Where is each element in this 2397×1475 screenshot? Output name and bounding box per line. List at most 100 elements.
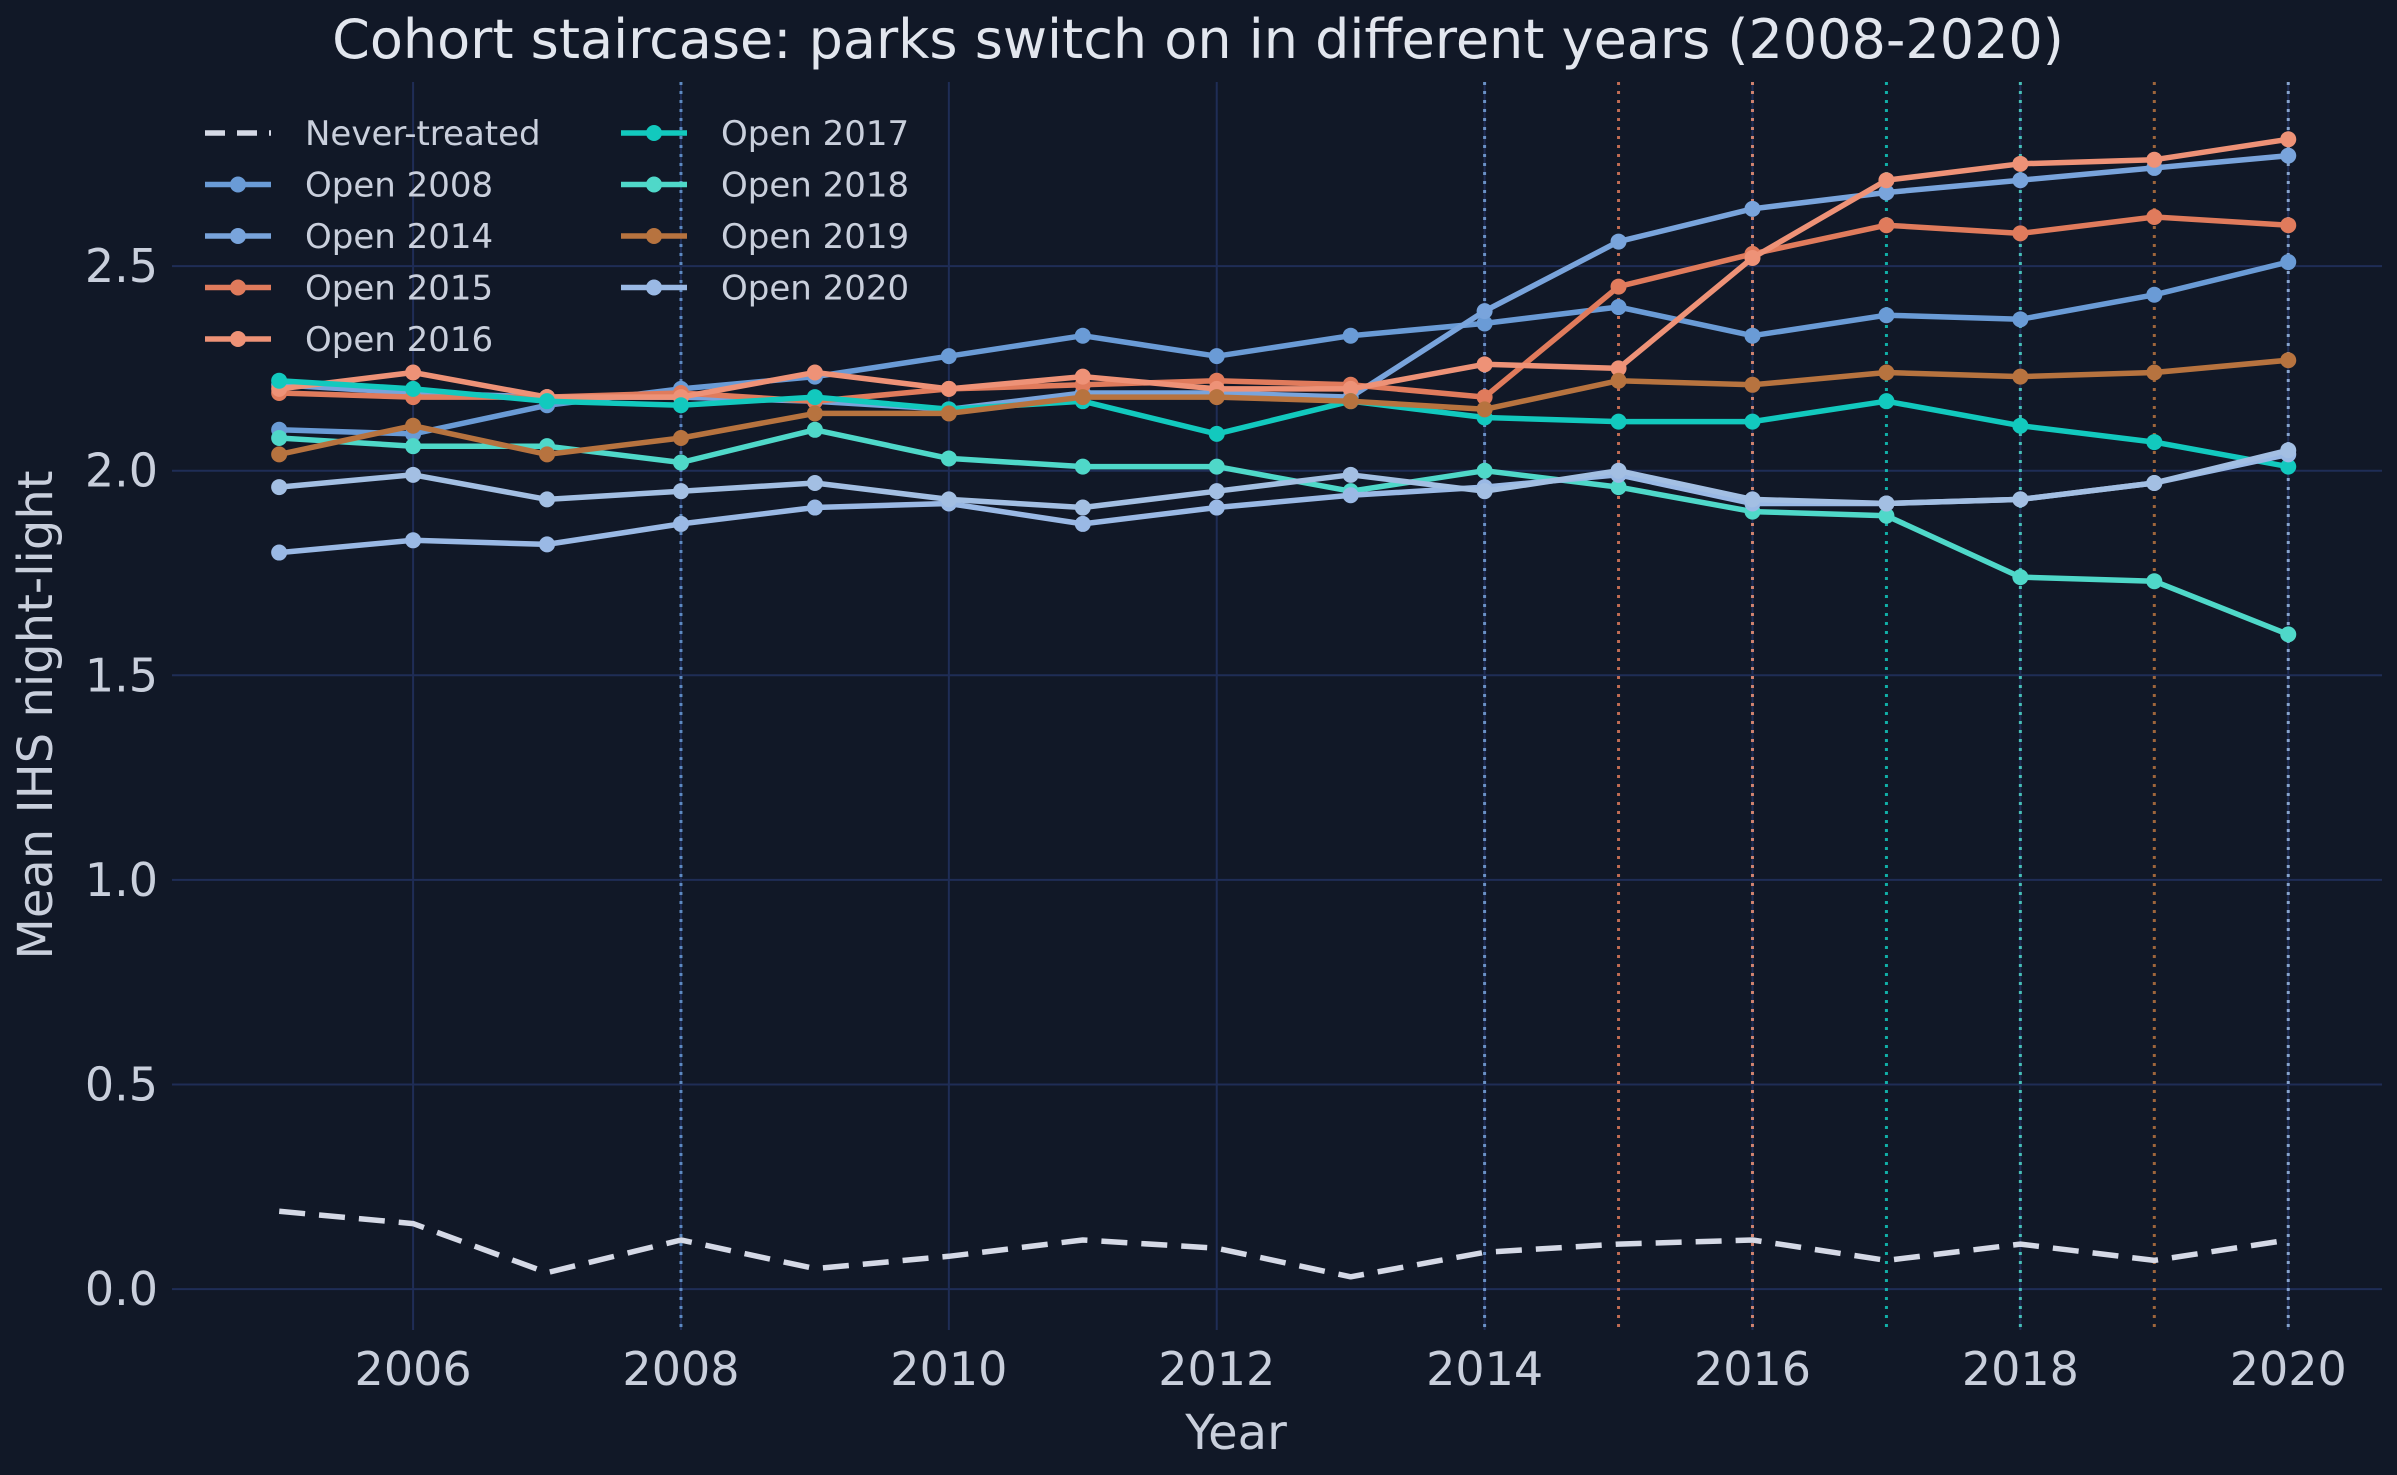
x-tick-label: 2014 — [1426, 1342, 1543, 1396]
data-point — [1342, 487, 1359, 504]
data-point — [405, 532, 422, 549]
legend-marker — [646, 176, 662, 193]
legend-marker — [646, 279, 662, 296]
data-point — [1476, 483, 1493, 500]
legend-marker — [646, 228, 662, 244]
data-point — [806, 389, 823, 406]
data-point — [1208, 458, 1225, 475]
data-point — [271, 429, 288, 446]
data-point — [2280, 442, 2297, 459]
data-point — [1208, 499, 1225, 516]
legend-label: Open 2019 — [721, 217, 909, 257]
series-line — [278, 136, 2289, 400]
data-point — [405, 438, 422, 455]
data-point — [672, 397, 689, 414]
x-tick-label: 2018 — [1962, 1342, 2079, 1396]
data-point — [2146, 209, 2163, 226]
data-point — [1878, 184, 1895, 201]
data-point — [806, 405, 823, 422]
data-point — [539, 491, 556, 508]
data-point — [2146, 286, 2163, 303]
data-point — [2146, 364, 2163, 381]
legend-marker — [230, 279, 246, 296]
data-point — [672, 515, 689, 532]
legend-marker — [230, 331, 246, 347]
series-line — [278, 1208, 2289, 1280]
data-point — [940, 348, 957, 365]
legend-label: Open 2020 — [721, 269, 909, 309]
y-tick-label: 1.5 — [85, 648, 158, 702]
x-tick-label: 2008 — [622, 1342, 739, 1396]
data-point — [271, 372, 288, 389]
data-point — [806, 499, 823, 516]
data-point — [1878, 172, 1895, 189]
legend-label: Open 2016 — [305, 320, 493, 360]
data-point — [672, 483, 689, 500]
y-tick-label: 0.5 — [85, 1057, 158, 1111]
series-line — [278, 357, 2289, 458]
data-point — [1074, 515, 1091, 532]
series-line — [279, 427, 2290, 637]
legend: Never-treated Open 2008 Open 2014 Open 2015… — [205, 114, 909, 360]
data-point — [2280, 458, 2297, 475]
data-point — [940, 405, 957, 422]
y-axis-label: Mean IHS night-light — [8, 470, 64, 959]
data-point — [672, 454, 689, 471]
legend-label: Open 2018 — [721, 166, 909, 206]
data-point — [1744, 413, 1761, 430]
x-tick-label: 2010 — [890, 1342, 1007, 1396]
data-point — [1610, 299, 1627, 316]
data-point — [2280, 131, 2297, 148]
series-line — [279, 377, 2289, 470]
y-tick-label: 0.0 — [85, 1262, 158, 1316]
data-point — [1476, 389, 1493, 406]
data-point — [1610, 372, 1627, 389]
data-point — [405, 380, 422, 397]
data-point — [1878, 495, 1895, 512]
legend-label: Open 2017 — [721, 114, 909, 154]
data-point — [1208, 425, 1225, 442]
data-point — [1074, 327, 1091, 344]
data-point — [539, 446, 556, 463]
data-point — [1476, 315, 1493, 332]
data-point — [940, 491, 957, 508]
y-tick-label: 2.0 — [85, 444, 158, 498]
legend-marker — [646, 125, 662, 141]
legend-label: Open 2015 — [305, 269, 493, 309]
data-point — [1074, 458, 1091, 475]
data-point — [1744, 491, 1761, 508]
data-point — [1744, 249, 1761, 266]
data-point — [1476, 303, 1493, 320]
y-tick-label: 1.0 — [85, 853, 158, 907]
data-point — [1878, 217, 1895, 234]
data-point — [539, 536, 556, 553]
data-point — [271, 479, 288, 496]
data-point — [1342, 393, 1359, 410]
data-point — [1610, 233, 1627, 250]
legend-label: Never-treated — [305, 114, 541, 154]
data-point — [2280, 254, 2297, 271]
data-point — [2146, 434, 2163, 451]
data-point — [405, 466, 422, 483]
x-axis-label: Year — [1184, 1405, 1287, 1461]
data-point — [1744, 376, 1761, 393]
data-point — [672, 429, 689, 446]
legend-marker — [230, 228, 246, 244]
data-point — [806, 421, 823, 438]
data-point — [1074, 368, 1091, 385]
data-point — [1610, 360, 1627, 377]
data-point — [1208, 389, 1225, 406]
x-tick-label: 2006 — [355, 1342, 472, 1396]
data-point — [1074, 499, 1091, 516]
data-point — [1744, 327, 1761, 344]
data-point — [2012, 368, 2029, 385]
data-point — [806, 474, 823, 491]
data-point — [2012, 417, 2029, 434]
data-point — [2146, 474, 2163, 491]
data-point — [271, 446, 288, 463]
data-point — [1744, 200, 1761, 217]
data-point — [271, 544, 288, 561]
data-point — [1878, 507, 1895, 524]
series-line — [278, 447, 2289, 511]
